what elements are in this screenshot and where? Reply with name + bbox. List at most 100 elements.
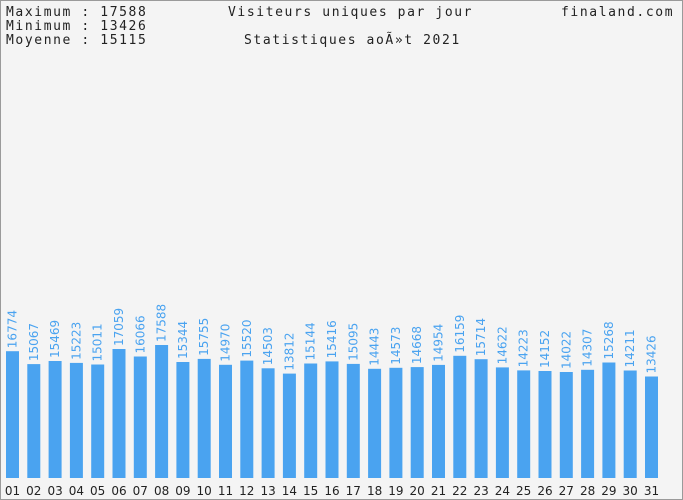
x-tick-label-07: 07	[133, 484, 148, 498]
x-tick-label-16: 16	[324, 484, 339, 498]
site-name: finaland.com	[561, 5, 675, 20]
value-label-18: 14443	[368, 328, 382, 366]
value-label-27: 14022	[559, 331, 573, 369]
bar-07	[133, 356, 147, 478]
avg-label: Moyenne	[6, 33, 72, 48]
x-tick-label-29: 29	[601, 484, 616, 498]
value-label-16: 15416	[325, 320, 339, 358]
value-label-03: 15469	[48, 320, 62, 358]
bar-13	[261, 368, 275, 478]
bar-17	[346, 363, 360, 478]
bar-19	[389, 367, 403, 478]
x-tick-label-25: 25	[516, 484, 531, 498]
bar-02	[27, 364, 41, 478]
value-label-21: 14954	[432, 324, 446, 362]
bar-28	[581, 369, 595, 478]
x-tick-label-15: 15	[303, 484, 318, 498]
avg-value: 15115	[100, 33, 148, 48]
bar-21	[432, 364, 445, 478]
x-tick-label-18: 18	[367, 484, 382, 498]
x-tick-label-19: 19	[388, 484, 403, 498]
x-tick-label-14: 14	[282, 484, 297, 498]
x-tick-label-20: 20	[410, 484, 425, 498]
x-tick-label-31: 31	[644, 484, 659, 498]
value-label-31: 13426	[645, 335, 659, 373]
bars-group	[6, 345, 658, 478]
x-tick-label-21: 21	[431, 484, 446, 498]
x-tick-labels-group: 01 02 03 04 05 06 07 08 09 10 11 12 13 14 15 16 17 18 19 20…	[5, 484, 659, 498]
value-label-04: 15223	[69, 322, 83, 360]
bar-16	[325, 361, 339, 478]
bar-22	[453, 355, 467, 478]
value-label-01: 16774	[6, 310, 20, 348]
value-label-12: 15520	[240, 319, 254, 357]
x-tick-label-09: 09	[175, 484, 190, 498]
bar-23	[474, 359, 488, 478]
value-labels-group: 16774 15067 15469 15223 15011 17059 16066 17588…	[6, 304, 659, 374]
max-label: Maximum	[6, 5, 72, 20]
value-label-29: 15268	[602, 321, 616, 359]
value-label-02: 15067	[27, 323, 41, 361]
bar-31	[645, 376, 658, 478]
x-tick-label-08: 08	[154, 484, 169, 498]
value-label-26: 14152	[538, 330, 552, 368]
value-label-15: 15144	[304, 322, 318, 360]
bar-18	[368, 368, 382, 478]
value-label-22: 16159	[453, 315, 467, 353]
x-tick-label-04: 04	[69, 484, 84, 498]
bar-26	[538, 371, 552, 478]
x-tick-label-11: 11	[218, 484, 233, 498]
value-label-17: 15095	[346, 323, 360, 361]
value-label-06: 17059	[112, 308, 126, 346]
max-stat: Maximum : 17588	[6, 5, 148, 20]
bar-12	[240, 360, 254, 478]
bar-04	[69, 362, 83, 478]
bar-14	[282, 373, 296, 478]
value-label-07: 16066	[133, 315, 147, 353]
x-tick-label-28: 28	[580, 484, 595, 498]
bar-10	[197, 358, 211, 478]
bar-08	[155, 345, 169, 478]
value-label-30: 14211	[623, 329, 637, 367]
value-label-25: 14223	[517, 329, 531, 367]
bar-15	[304, 363, 318, 478]
x-tick-label-26: 26	[537, 484, 552, 498]
chart-subtitle: Statistiques aoÃ»t 2021	[244, 33, 461, 48]
x-tick-label-05: 05	[90, 484, 105, 498]
value-label-14: 13812	[282, 332, 296, 370]
x-tick-label-01: 01	[5, 484, 20, 498]
x-tick-label-17: 17	[346, 484, 361, 498]
value-label-24: 14622	[495, 326, 509, 364]
x-tick-label-10: 10	[197, 484, 212, 498]
min-stat: Minimum : 13426	[6, 19, 148, 34]
x-tick-label-02: 02	[26, 484, 41, 498]
bar-11	[219, 364, 232, 478]
value-label-10: 15755	[197, 318, 211, 356]
x-tick-label-22: 22	[452, 484, 467, 498]
bar-09	[176, 362, 190, 478]
x-tick-label-06: 06	[111, 484, 126, 498]
value-label-11: 14970	[219, 324, 233, 362]
min-label: Minimum	[6, 19, 72, 34]
value-label-28: 14307	[581, 329, 595, 367]
x-tick-label-27: 27	[559, 484, 574, 498]
bar-27	[559, 372, 573, 478]
value-label-08: 17588	[155, 304, 169, 342]
bar-30	[623, 370, 637, 478]
x-tick-label-13: 13	[260, 484, 275, 498]
chart-title: Visiteurs uniques par jour	[228, 5, 474, 20]
value-label-19: 14573	[389, 327, 403, 365]
bar-24	[495, 367, 509, 478]
min-value: 13426	[100, 19, 148, 34]
value-label-20: 14668	[410, 326, 424, 364]
bar-05	[91, 364, 105, 478]
x-tick-label-23: 23	[473, 484, 488, 498]
max-value: 17588	[100, 5, 148, 20]
x-tick-label-03: 03	[47, 484, 62, 498]
avg-stat: Moyenne : 15115	[6, 33, 148, 48]
bar-01	[6, 351, 19, 478]
x-tick-label-24: 24	[495, 484, 510, 498]
bar-06	[112, 349, 126, 478]
